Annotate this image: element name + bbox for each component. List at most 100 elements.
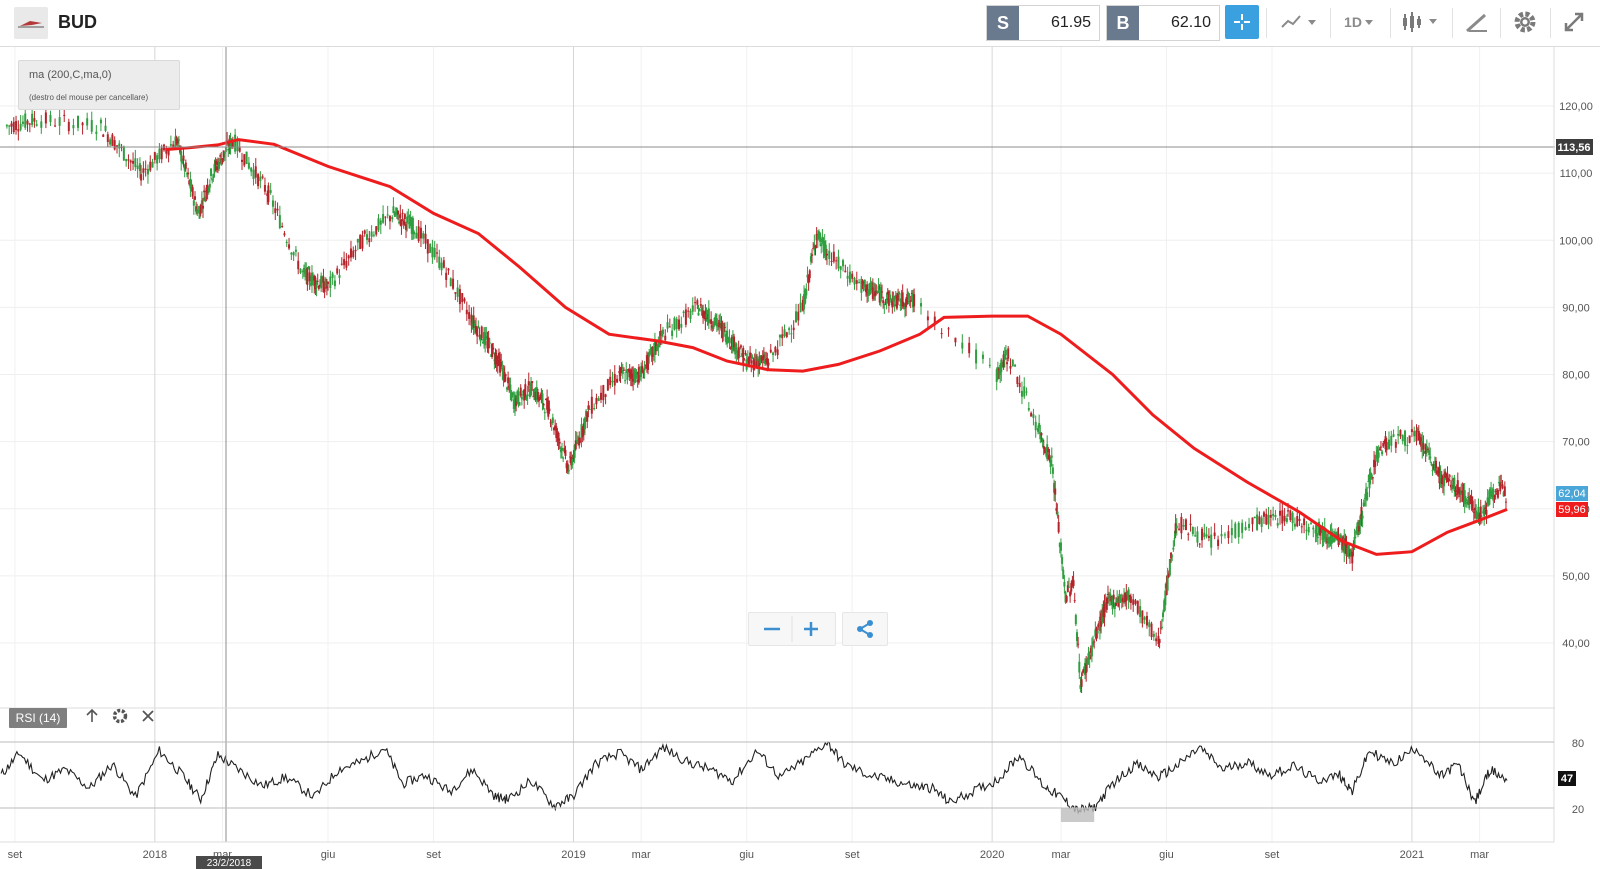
price-candle-body: [999, 364, 1002, 375]
price-candle-body: [1253, 516, 1256, 519]
price-candle-body: [725, 333, 728, 343]
price-candle-body: [1256, 514, 1259, 530]
price-candle-body: [753, 360, 756, 368]
price-candle-body: [1196, 531, 1199, 543]
price-candle-body: [1445, 476, 1448, 481]
price-candle-body: [765, 358, 768, 361]
settings-button[interactable]: [1508, 5, 1542, 39]
price-candle-body: [370, 231, 373, 237]
price-candle-body: [804, 290, 807, 304]
price-candle-body: [866, 284, 869, 295]
price-candle-body: [664, 335, 667, 341]
price-candle-body: [774, 347, 777, 353]
price-candle-body: [1112, 594, 1115, 600]
price-candle-body: [1267, 514, 1270, 525]
price-candle-body: [878, 292, 881, 303]
price-candle-body: [1053, 483, 1056, 493]
price-candle-body: [868, 283, 871, 295]
price-candle-body: [1004, 349, 1007, 356]
rsi-close-button[interactable]: [141, 708, 155, 728]
price-candle-body: [304, 270, 307, 274]
price-candle-body: [510, 392, 513, 401]
price-candle-body: [310, 272, 313, 286]
price-candle-body: [1150, 623, 1153, 638]
price-candle-body: [1330, 531, 1333, 544]
price-candle-body: [359, 235, 362, 250]
price-candle-body: [1486, 497, 1489, 505]
price-candle-body: [565, 463, 568, 469]
sell-button[interactable]: S 61.95: [986, 5, 1100, 41]
price-candle-body: [323, 286, 326, 293]
candlestick-button[interactable]: [1397, 5, 1447, 39]
price-candle-body: [407, 216, 410, 218]
price-candle-body: [874, 291, 877, 297]
price-candle-body: [1314, 529, 1317, 534]
price-candle-body: [203, 190, 206, 193]
price-candle-body: [28, 123, 31, 125]
price-candle-body: [1071, 579, 1074, 586]
price-candle-body: [191, 187, 194, 197]
fullscreen-button[interactable]: [1556, 5, 1592, 39]
timeframe-button[interactable]: 1D: [1337, 5, 1383, 39]
price-candle-body: [384, 216, 387, 218]
price-candle-body: [333, 280, 336, 287]
price-candle-body: [375, 226, 378, 235]
price-candle-body: [218, 161, 221, 169]
rsi-indicator-label[interactable]: RSI (14): [9, 708, 67, 728]
price-candle-body: [396, 210, 399, 215]
price-candle-body: [616, 378, 619, 383]
price-candle-body: [181, 161, 184, 163]
price-candle-body: [1353, 537, 1356, 545]
price-candle-body: [184, 162, 187, 169]
price-candle-body: [1493, 495, 1496, 497]
price-candle-body: [657, 340, 660, 348]
price-candle-body: [1106, 593, 1109, 595]
price-candle-body: [1230, 528, 1233, 536]
price-candle-body: [1501, 484, 1504, 489]
price-candle-body: [1102, 607, 1105, 617]
price-candle-body: [1421, 440, 1424, 450]
price-candle-body: [1499, 482, 1502, 492]
chart-type-button[interactable]: [1275, 5, 1325, 39]
price-candle-body: [627, 368, 630, 370]
price-candle-body: [15, 121, 18, 131]
price-candle-body: [749, 352, 752, 358]
price-candle-body: [222, 150, 225, 158]
price-candle-body: [702, 310, 705, 318]
price-candle-body: [729, 347, 732, 349]
price-candle-body: [1448, 475, 1451, 477]
price-candle-body: [1334, 532, 1337, 534]
price-candle-body: [406, 216, 409, 223]
buy-button[interactable]: B 62.10: [1106, 5, 1220, 41]
price-candle-body: [188, 180, 191, 185]
drawing-tools-button[interactable]: [1460, 5, 1494, 39]
price-candle-body: [158, 148, 161, 160]
rsi-settings-button[interactable]: [112, 708, 128, 728]
price-candles: [5, 107, 1507, 694]
price-candle-body: [1038, 423, 1041, 428]
price-candle-body: [722, 323, 725, 337]
price-candle-body: [1049, 459, 1052, 468]
price-candle-body: [766, 358, 769, 364]
price-candle-body: [1167, 573, 1170, 577]
price-candle-body: [1343, 538, 1346, 554]
price-candle-body: [486, 340, 489, 349]
price-candle-body: [366, 234, 369, 240]
rsi-move-up-button[interactable]: [84, 708, 100, 728]
price-candle-body: [372, 234, 375, 236]
price-candle-body: [622, 369, 625, 371]
price-candle-body: [118, 143, 121, 149]
price-candle-body: [35, 124, 38, 126]
share-button[interactable]: [842, 612, 888, 646]
crosshair-button[interactable]: [1225, 5, 1259, 39]
price-candle-body: [331, 273, 334, 278]
time-tick-label: set: [426, 849, 441, 861]
indicator-legend[interactable]: ma (200,C,ma,0) (destro del mouse per ca…: [18, 60, 180, 110]
price-candle-body: [988, 364, 991, 366]
price-candle-body: [1416, 428, 1419, 430]
price-candle-body: [109, 139, 112, 145]
price-candle-body: [481, 341, 484, 344]
price-candle-body: [512, 399, 515, 409]
top-toolbar: BUD S 61.95 B 62.10 1D: [0, 0, 1600, 47]
